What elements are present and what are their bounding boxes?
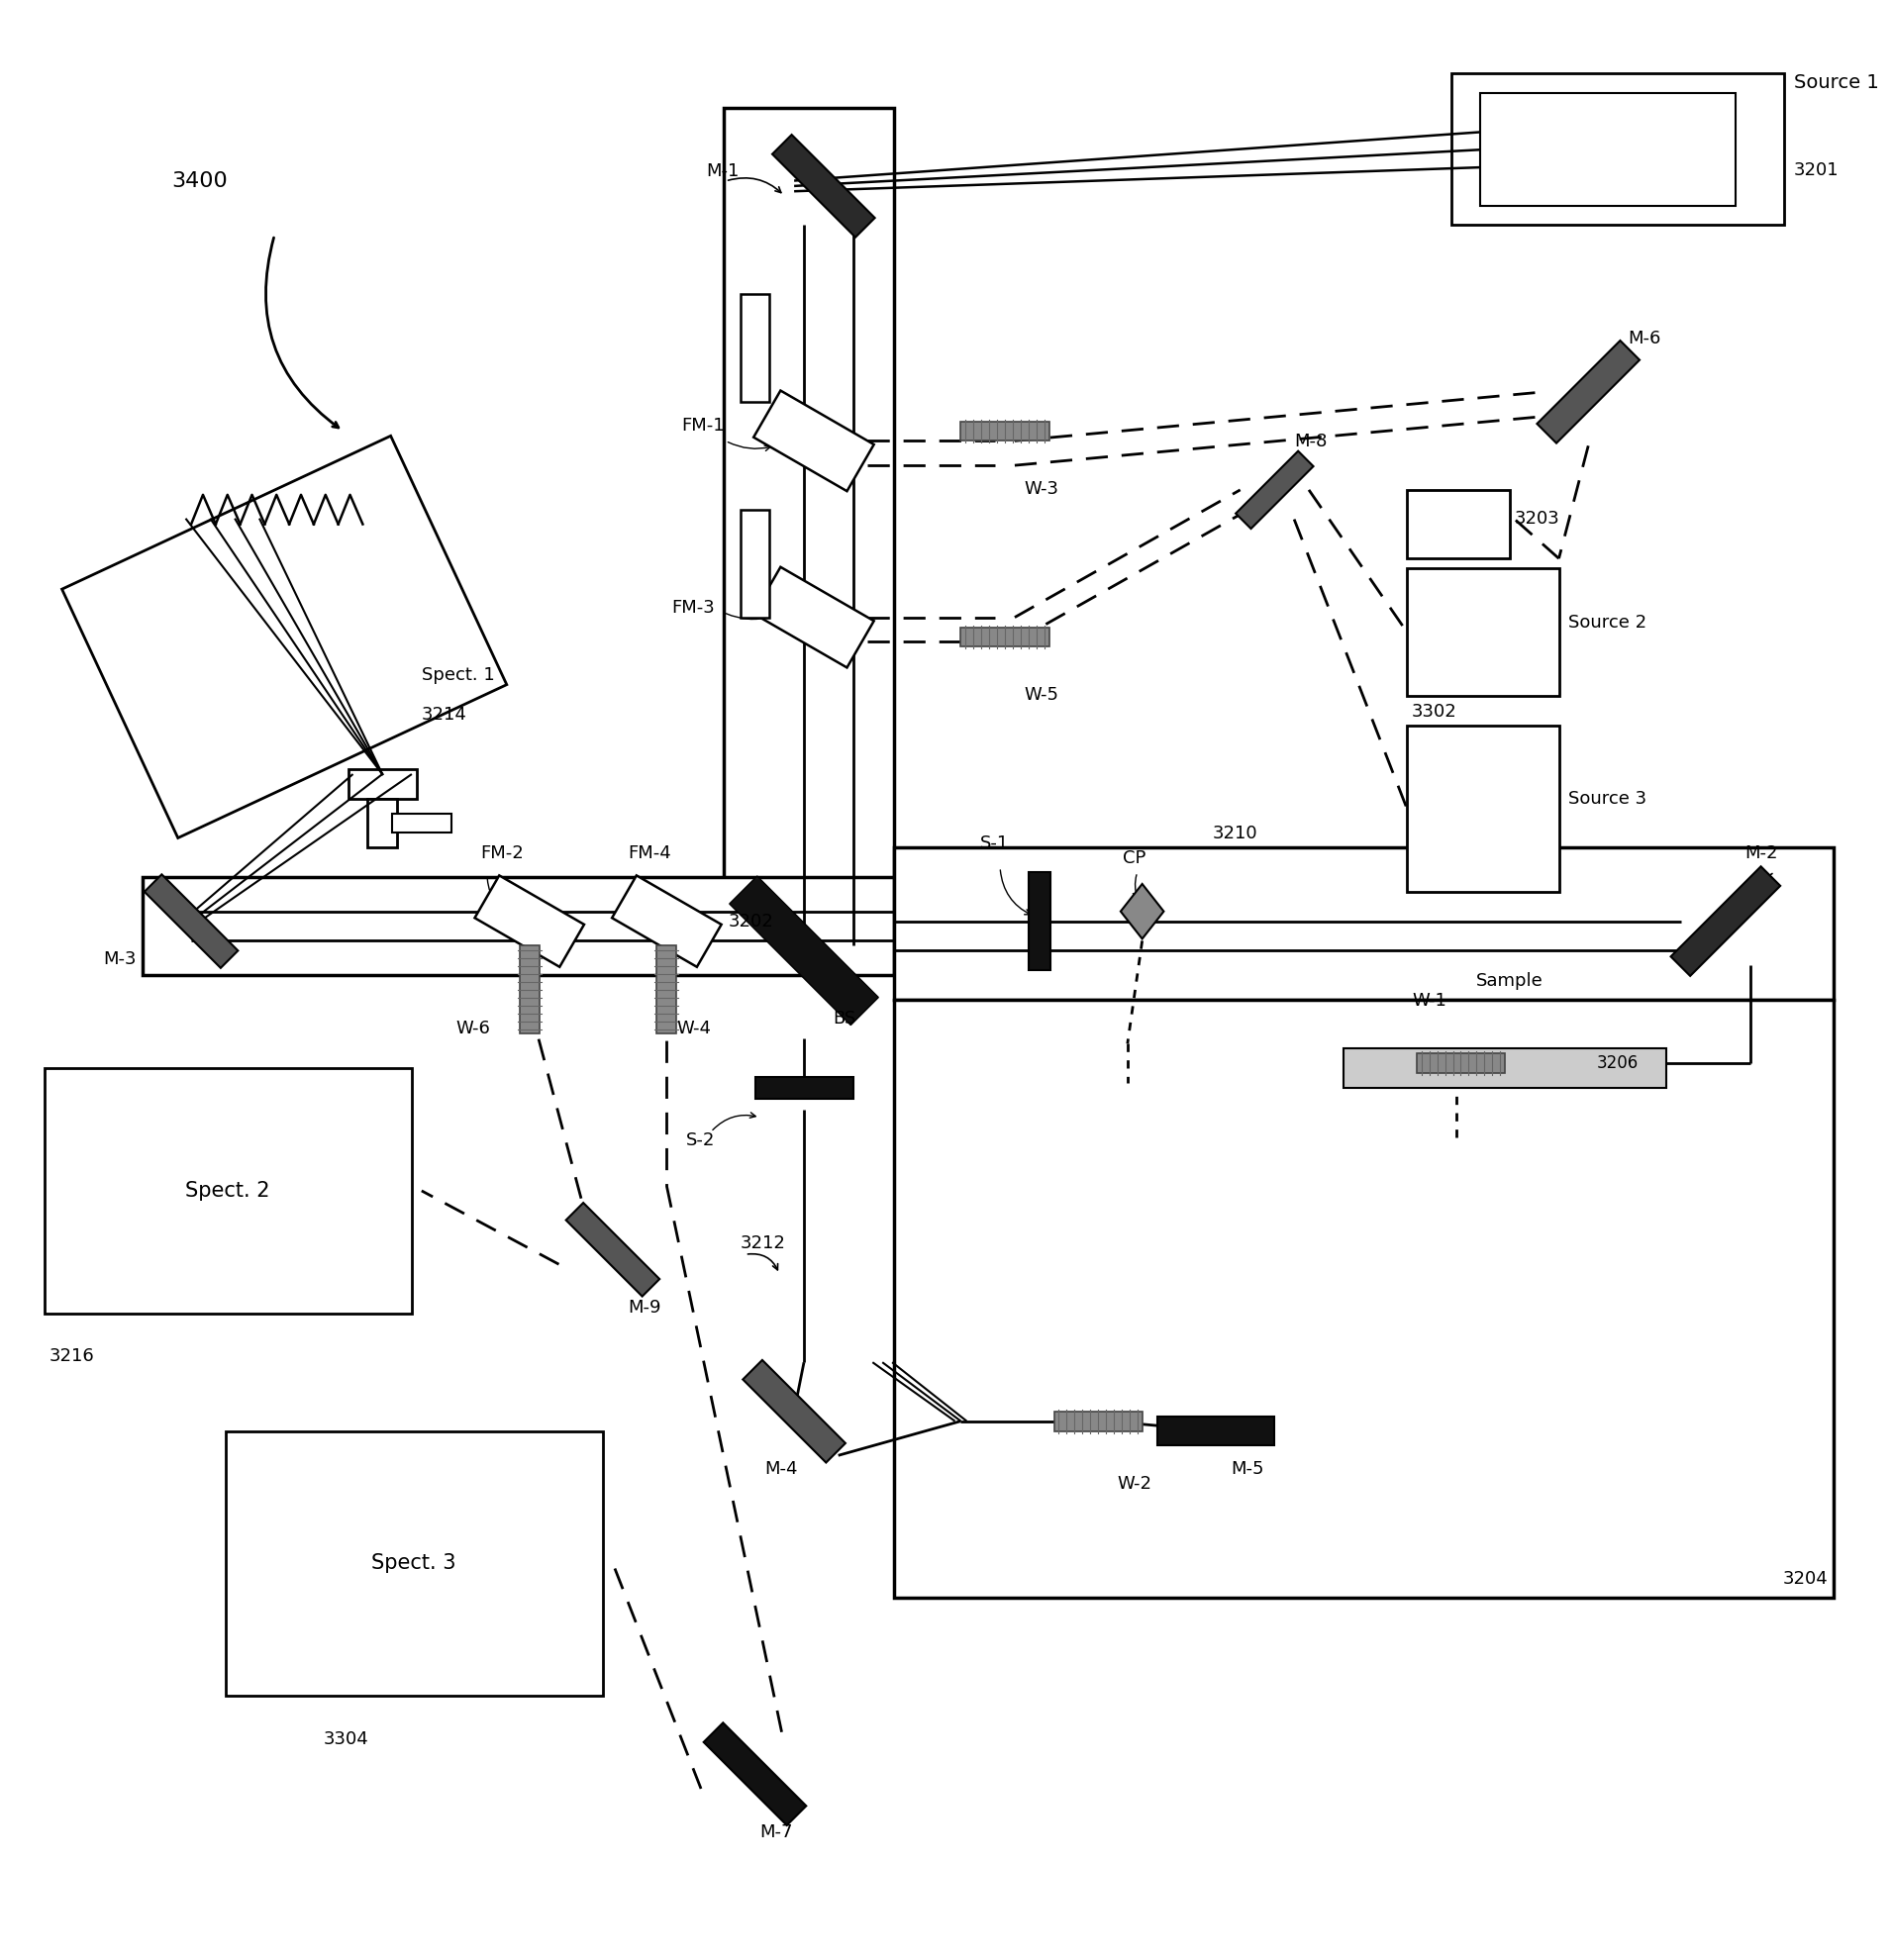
Text: M-6: M-6 <box>1627 329 1661 347</box>
Text: M-3: M-3 <box>102 951 136 968</box>
Polygon shape <box>475 876 585 966</box>
Text: 3400: 3400 <box>172 171 227 190</box>
Text: W-5: W-5 <box>1025 686 1060 704</box>
Bar <box>1408 725 1559 892</box>
Polygon shape <box>755 1078 853 1100</box>
Polygon shape <box>961 421 1048 441</box>
Polygon shape <box>704 1723 806 1825</box>
Text: 3214: 3214 <box>422 706 467 723</box>
Bar <box>1480 92 1735 206</box>
Polygon shape <box>1417 1054 1504 1074</box>
Polygon shape <box>1671 866 1780 976</box>
Text: M-2: M-2 <box>1744 845 1778 862</box>
Text: CP: CP <box>1122 849 1147 866</box>
Text: M-1: M-1 <box>706 163 740 180</box>
Bar <box>895 1000 1833 1597</box>
Text: 3216: 3216 <box>49 1348 95 1366</box>
Polygon shape <box>1120 884 1164 939</box>
Text: FM-2: FM-2 <box>481 845 524 862</box>
Text: 3201: 3201 <box>1794 161 1839 178</box>
Polygon shape <box>730 876 878 1025</box>
Polygon shape <box>961 627 1048 647</box>
Bar <box>1343 1049 1667 1088</box>
Text: S-2: S-2 <box>687 1133 715 1151</box>
Text: FM-1: FM-1 <box>681 417 725 435</box>
Text: Source 1: Source 1 <box>1794 73 1879 92</box>
Polygon shape <box>772 135 874 237</box>
Text: M-8: M-8 <box>1294 433 1326 451</box>
Text: W-3: W-3 <box>1025 480 1060 498</box>
Bar <box>367 798 397 847</box>
Text: Spect. 3: Spect. 3 <box>371 1554 456 1574</box>
Text: W-4: W-4 <box>677 1019 711 1037</box>
Text: M-4: M-4 <box>764 1460 798 1478</box>
Text: 3210: 3210 <box>1213 825 1258 843</box>
Polygon shape <box>753 566 874 668</box>
Text: Source 3: Source 3 <box>1568 790 1648 808</box>
Bar <box>348 768 416 798</box>
Bar <box>1408 568 1559 696</box>
Text: M-5: M-5 <box>1230 1460 1264 1478</box>
Bar <box>723 108 895 945</box>
Polygon shape <box>62 435 507 839</box>
Text: M-9: M-9 <box>628 1299 660 1317</box>
Polygon shape <box>566 1203 660 1296</box>
Bar <box>740 510 770 617</box>
Polygon shape <box>1156 1417 1275 1446</box>
Polygon shape <box>520 945 539 1035</box>
Polygon shape <box>1235 451 1313 529</box>
Polygon shape <box>1029 872 1050 970</box>
Text: 3212: 3212 <box>740 1235 785 1252</box>
Text: Source 2: Source 2 <box>1568 613 1648 631</box>
Text: 3203: 3203 <box>1515 510 1561 527</box>
Text: BS: BS <box>832 1009 857 1027</box>
Bar <box>225 1431 604 1695</box>
Bar <box>740 294 770 402</box>
Polygon shape <box>1536 341 1640 443</box>
Text: FM-3: FM-3 <box>672 598 715 615</box>
Text: W-6: W-6 <box>456 1019 490 1037</box>
Text: 3202: 3202 <box>728 913 774 931</box>
Polygon shape <box>753 390 874 492</box>
Polygon shape <box>744 1360 846 1462</box>
Text: Spect. 2: Spect. 2 <box>185 1180 271 1201</box>
Text: W-1: W-1 <box>1411 992 1445 1009</box>
Bar <box>1451 73 1784 225</box>
Text: FM-4: FM-4 <box>628 845 672 862</box>
Polygon shape <box>611 876 721 966</box>
Text: 3206: 3206 <box>1597 1054 1638 1072</box>
Polygon shape <box>144 874 238 968</box>
Bar <box>142 876 895 974</box>
Text: Sample: Sample <box>1476 972 1544 990</box>
Bar <box>895 847 1833 1000</box>
Text: W-2: W-2 <box>1118 1476 1152 1494</box>
Polygon shape <box>657 945 677 1035</box>
Text: Spect. 1: Spect. 1 <box>422 666 494 684</box>
Bar <box>1408 490 1510 559</box>
Polygon shape <box>1054 1411 1143 1431</box>
Text: 3302: 3302 <box>1411 702 1457 719</box>
Text: M-7: M-7 <box>761 1823 793 1840</box>
Text: 3204: 3204 <box>1782 1570 1828 1588</box>
Text: S-1: S-1 <box>980 835 1008 853</box>
Polygon shape <box>392 813 450 833</box>
Text: 3304: 3304 <box>324 1731 369 1748</box>
Bar <box>44 1068 412 1313</box>
